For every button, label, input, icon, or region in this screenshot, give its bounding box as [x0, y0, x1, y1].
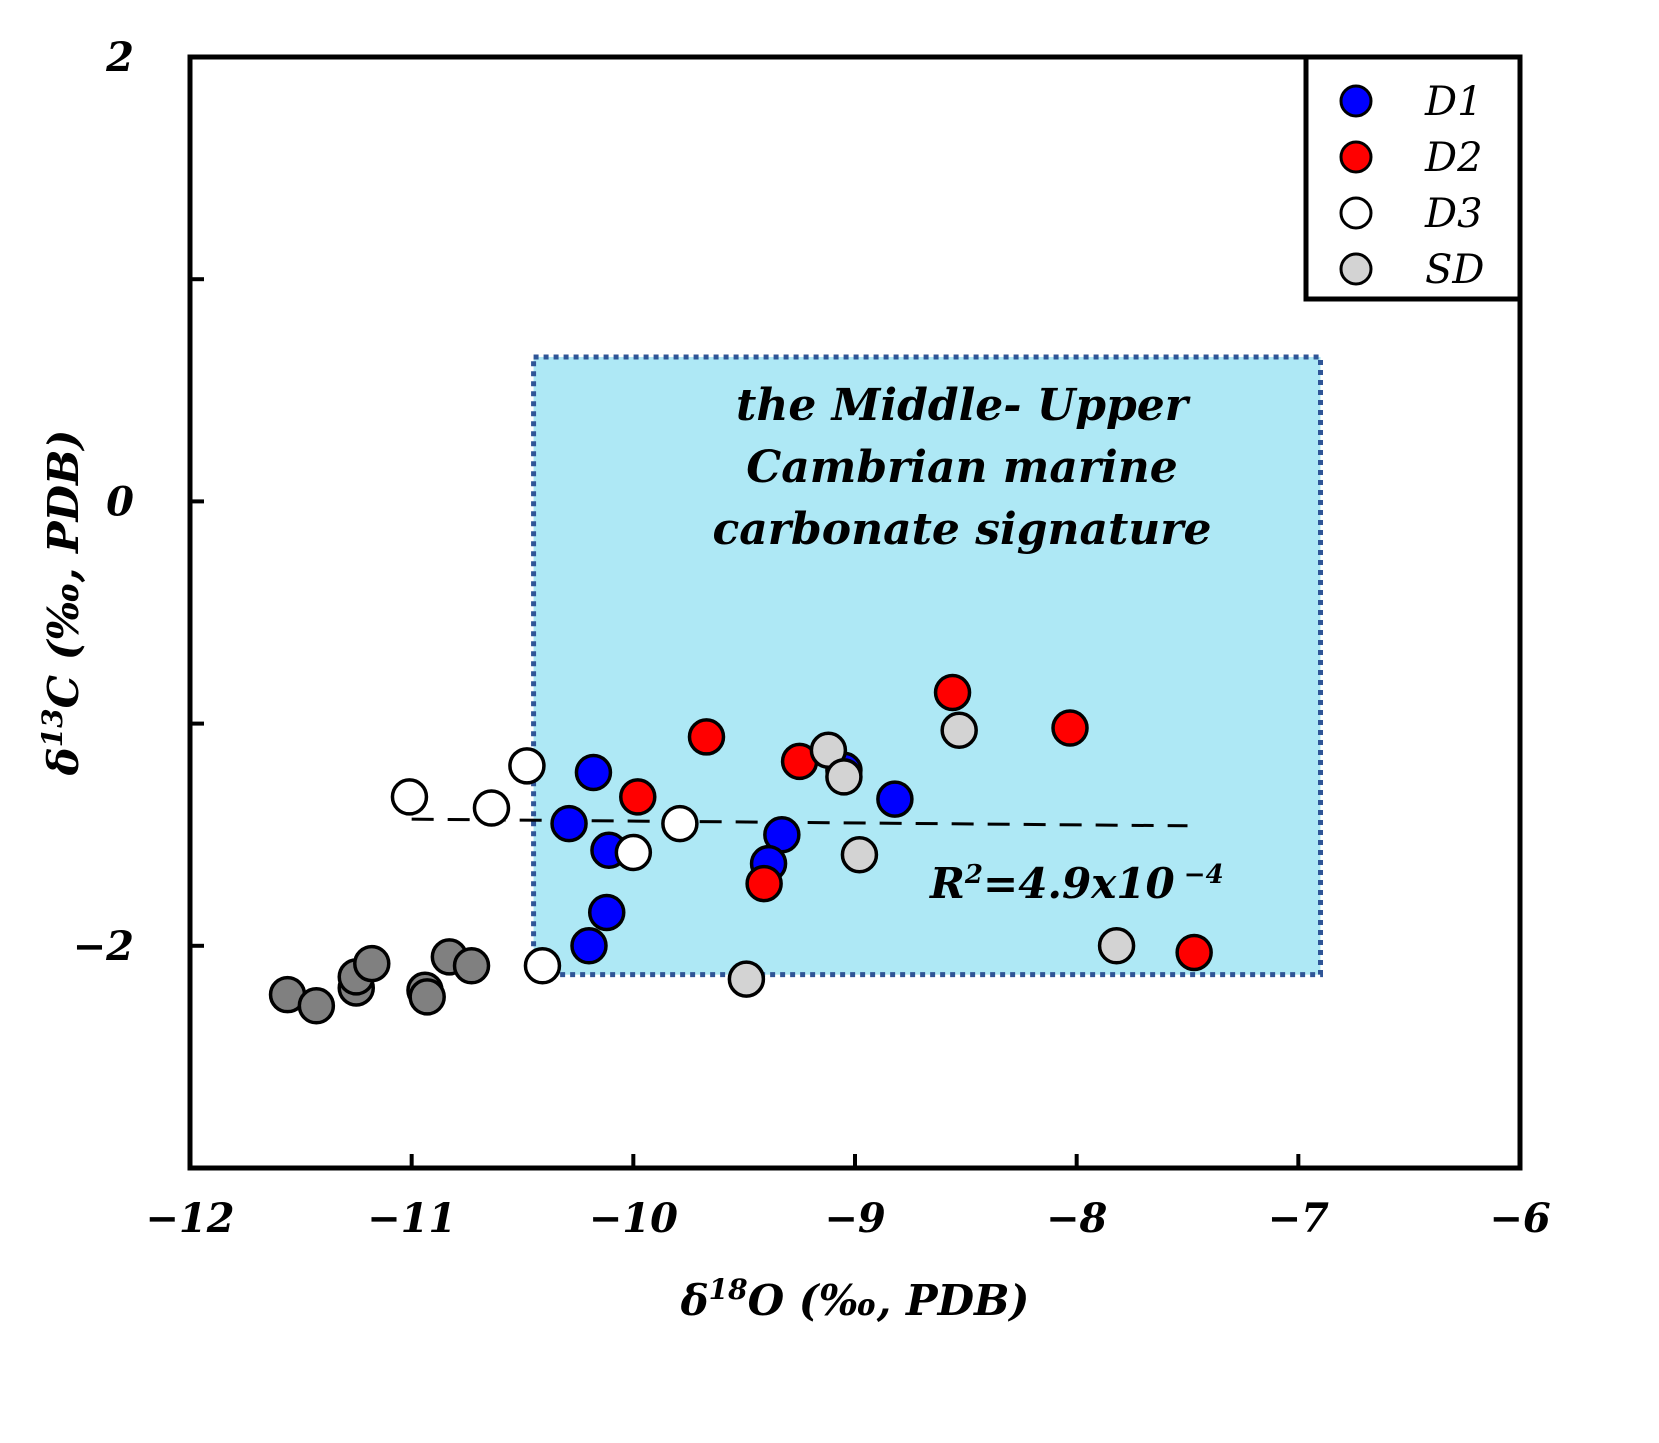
- point-d3-1: [390, 778, 429, 816]
- point-d3-4: [523, 947, 562, 985]
- point-d3-5: [614, 833, 653, 872]
- y-axis-title-delta: δ: [39, 747, 88, 776]
- legend-marker-d1: [1339, 84, 1373, 118]
- point-d1-1: [574, 753, 613, 792]
- axes: −12 −11 −10 −9 −8 −7 −6 −2 0 2: [73, 34, 1551, 1242]
- point-sd-6: [1097, 927, 1136, 965]
- legend-marker-sd: [1339, 252, 1373, 286]
- region-label-line-3: carbonate signature: [713, 504, 1212, 555]
- point-d2-4: [745, 864, 783, 903]
- region-label-line-1: the Middle- Upper: [736, 380, 1191, 431]
- legend-box: [1303, 54, 1523, 302]
- point-d2-7: [1175, 933, 1213, 972]
- x-axis-title-delta: δ: [680, 1276, 709, 1325]
- legend-label-d2: D2: [1424, 135, 1483, 181]
- legend-label-d1: D1: [1424, 79, 1483, 125]
- y-axis-title-rest: C (‰, PDB): [39, 430, 88, 709]
- y-axis-title-sup: 13: [36, 708, 69, 747]
- cambrian-signature-region: [531, 354, 1323, 978]
- r2-base: R: [929, 859, 965, 908]
- point-sd-4: [840, 835, 879, 874]
- r2-exp: −4: [1175, 860, 1224, 890]
- data-points: [268, 673, 1213, 1025]
- point-d2-1: [687, 718, 726, 756]
- point-d3-6: [661, 804, 699, 843]
- x-tick-label-4: −9: [824, 1195, 885, 1242]
- x-tick-label-5: −8: [1046, 1195, 1107, 1242]
- legend-label-d3: D3: [1424, 191, 1483, 237]
- point-d3-2: [508, 747, 546, 785]
- point-d2-6: [1051, 709, 1089, 747]
- x-axis-title: δ18O (‰, PDB): [680, 1273, 1030, 1326]
- x-tick-label-3: −10: [589, 1195, 678, 1242]
- point-d1-5: [570, 927, 608, 965]
- point-d1-4: [587, 893, 626, 932]
- x-tick-label-1: −12: [145, 1195, 234, 1242]
- point-dark-gray-7: [408, 978, 446, 1016]
- x-axis-title-rest: O (‰, PDB): [748, 1276, 1030, 1325]
- y-tick-label-6: 2: [105, 34, 134, 81]
- point-sd-2: [825, 758, 863, 796]
- trend-line: [411, 817, 1188, 828]
- point-d3-3: [472, 789, 511, 827]
- point-d2-2: [619, 778, 657, 816]
- point-sd-5: [727, 960, 766, 998]
- y-tick-label-4: 0: [106, 478, 134, 525]
- region-label-line-2: Cambrian marine: [746, 442, 1178, 493]
- y-axis-title: δ13C (‰, PDB): [36, 430, 89, 777]
- point-dark-gray-9: [452, 947, 491, 985]
- point-d1-2: [550, 804, 588, 843]
- x-tick-label-7: −6: [1489, 1195, 1550, 1242]
- x-tick-label-2: −11: [367, 1195, 456, 1242]
- point-dark-gray-2: [297, 987, 336, 1025]
- legend-marker-d3: [1339, 196, 1373, 230]
- r2-sup: 2: [964, 860, 983, 890]
- point-d1-9: [876, 780, 914, 818]
- x-tick-label-6: −7: [1268, 1195, 1330, 1242]
- legend-label-sd: SD: [1425, 247, 1484, 293]
- point-sd-3: [940, 711, 978, 750]
- legend: D1 D2 D3 SD: [1303, 54, 1523, 302]
- x-axis-title-sup: 18: [709, 1273, 748, 1306]
- point-dark-gray-5: [353, 944, 391, 983]
- r2-mid: =4.9x10: [983, 859, 1175, 908]
- point-d2-5: [933, 673, 972, 712]
- r-squared-label: R2=4.9x10 −4: [929, 859, 1224, 908]
- legend-marker-d2: [1339, 140, 1373, 174]
- y-tick-label-2: −2: [73, 923, 134, 970]
